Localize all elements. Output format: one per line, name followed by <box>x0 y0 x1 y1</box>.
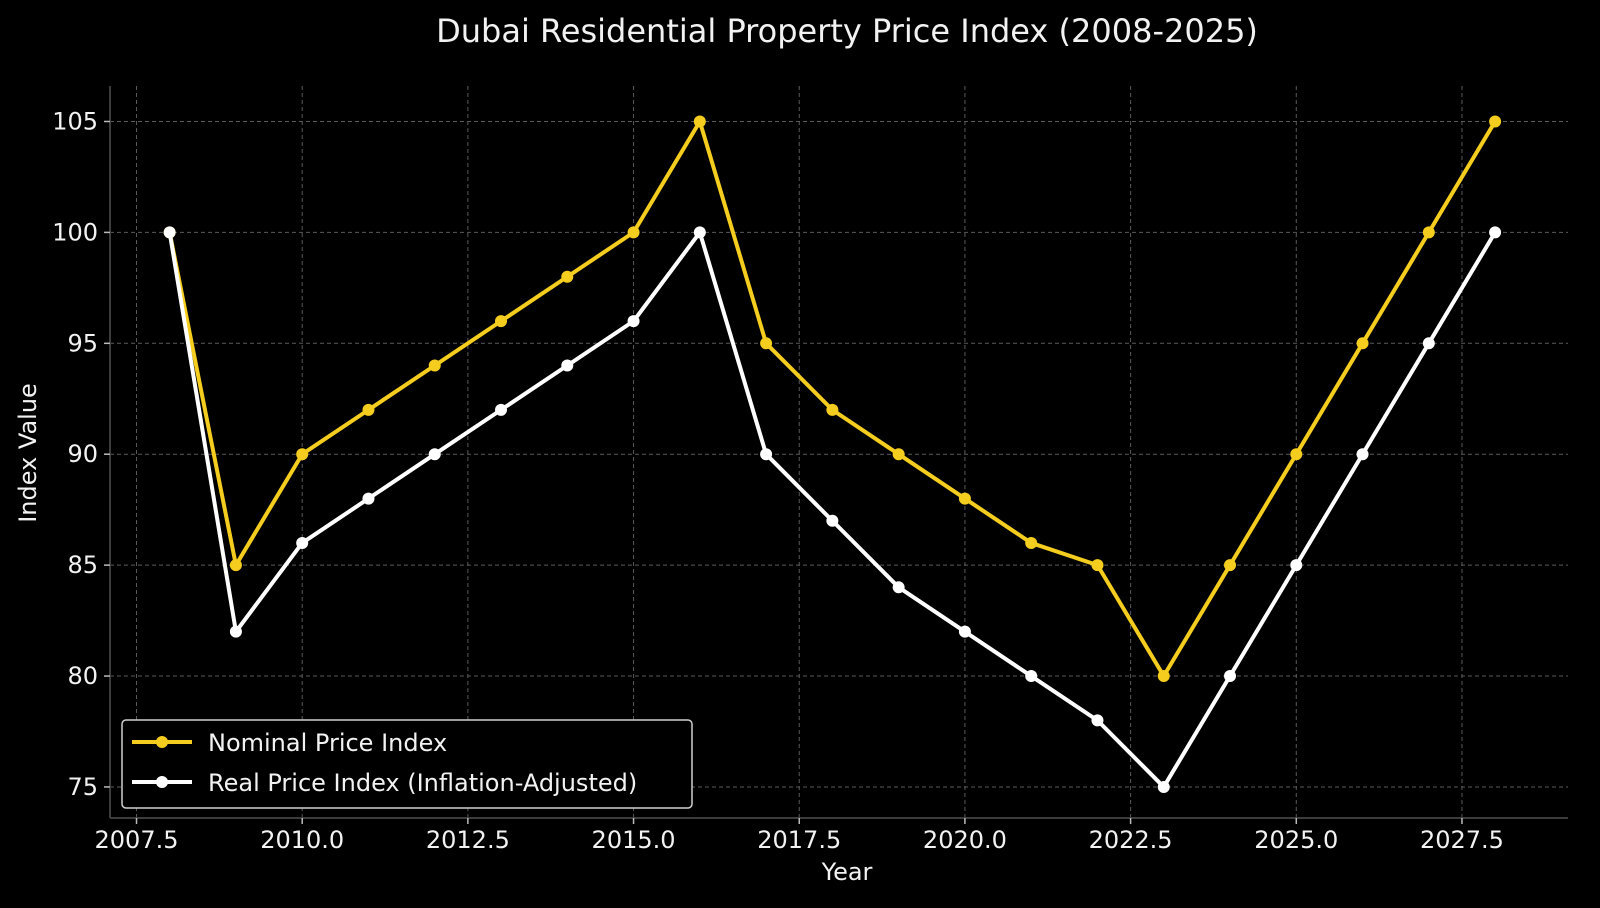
y-tick-label: 100 <box>52 218 98 246</box>
data-point <box>760 337 773 350</box>
data-point <box>627 315 640 328</box>
data-point <box>428 448 441 461</box>
data-point <box>362 492 375 505</box>
x-tick-label: 2022.5 <box>1089 826 1173 854</box>
data-point <box>1290 559 1303 572</box>
data-point <box>760 448 773 461</box>
data-point <box>1157 780 1170 793</box>
data-point <box>296 448 309 461</box>
data-point <box>1422 337 1435 350</box>
data-point <box>561 359 574 372</box>
data-point <box>958 492 971 505</box>
x-tick-label: 2015.0 <box>592 826 676 854</box>
y-axis-label: Index Value <box>14 383 42 523</box>
x-axis-label: Year <box>821 858 873 886</box>
x-tick-label: 2020.0 <box>923 826 1007 854</box>
data-point <box>1290 448 1303 461</box>
legend: Nominal Price Index Real Price Index (Inf… <box>121 719 693 809</box>
data-point <box>627 226 640 239</box>
legend-label: Nominal Price Index <box>208 729 447 757</box>
y-tick-label: 95 <box>67 329 98 357</box>
x-tick-label: 2017.5 <box>757 826 841 854</box>
legend-label: Real Price Index (Inflation-Adjusted) <box>208 769 637 797</box>
legend-swatch-marker <box>156 736 168 748</box>
y-tick-label: 85 <box>67 551 98 579</box>
data-point <box>826 403 839 416</box>
data-point <box>1091 559 1104 572</box>
data-point <box>1157 670 1170 683</box>
data-point <box>892 581 905 594</box>
series <box>163 115 1502 793</box>
data-point <box>958 625 971 638</box>
axes <box>109 86 1568 819</box>
x-tick-label: 2027.5 <box>1420 826 1504 854</box>
data-point <box>693 115 706 128</box>
grid <box>110 86 1568 818</box>
data-point <box>1489 226 1502 239</box>
x-tick-label: 2012.5 <box>426 826 510 854</box>
legend-box <box>121 719 693 809</box>
data-point <box>1422 226 1435 239</box>
legend-swatch-marker <box>156 776 168 788</box>
tick-labels: 2007.5 2010.0 2012.5 2015.0 2017.5 2020.0 2022… <box>52 107 1504 854</box>
data-point <box>229 559 242 572</box>
data-point <box>826 514 839 527</box>
x-tick-label: 2025.0 <box>1254 826 1338 854</box>
data-point <box>229 625 242 638</box>
data-point <box>693 226 706 239</box>
y-tick-label: 90 <box>67 440 98 468</box>
data-point <box>1025 536 1038 549</box>
y-tick-label: 105 <box>52 107 98 135</box>
data-point <box>561 270 574 283</box>
data-point <box>495 315 508 328</box>
x-tick-label: 2010.0 <box>260 826 344 854</box>
x-tick-label: 2007.5 <box>95 826 179 854</box>
data-point <box>1224 670 1237 683</box>
data-point <box>428 359 441 372</box>
data-point <box>1356 448 1369 461</box>
data-point <box>892 448 905 461</box>
data-point <box>1224 559 1237 572</box>
data-point <box>296 536 309 549</box>
data-point <box>1091 714 1104 727</box>
data-point <box>495 403 508 416</box>
data-point <box>362 403 375 416</box>
chart-title: Dubai Residential Property Price Index (… <box>436 12 1258 50</box>
y-tick-label: 75 <box>67 773 98 801</box>
data-point <box>1356 337 1369 350</box>
data-point <box>1025 670 1038 683</box>
y-tick-label: 80 <box>67 662 98 690</box>
data-point <box>1489 115 1502 128</box>
data-point <box>163 226 176 239</box>
